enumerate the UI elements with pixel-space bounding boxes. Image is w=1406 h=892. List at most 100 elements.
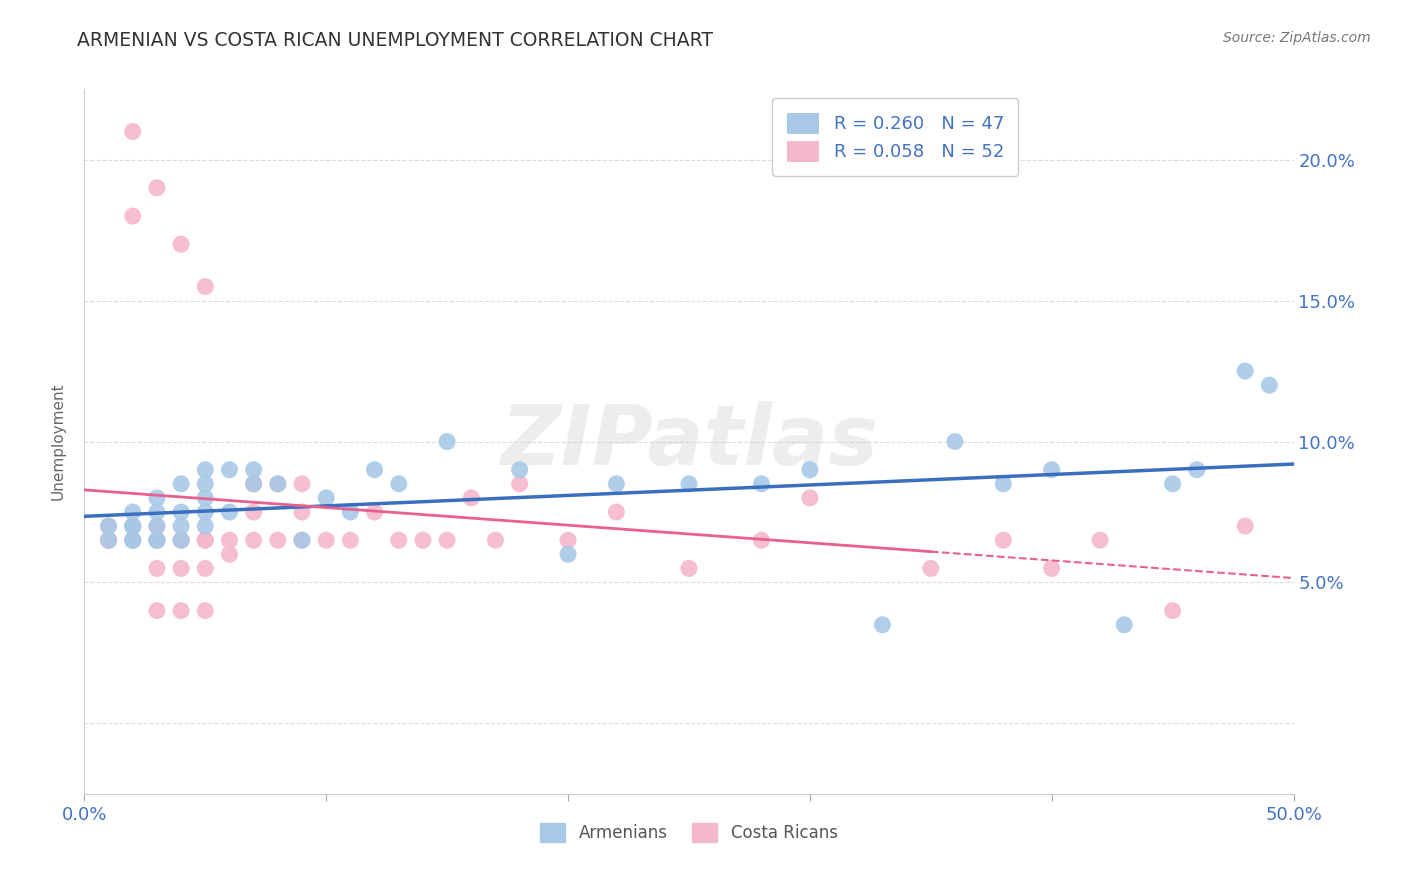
- Point: [121, 519, 143, 533]
- Point: [484, 533, 506, 548]
- Point: [363, 463, 385, 477]
- Point: [242, 533, 264, 548]
- Point: [146, 491, 169, 505]
- Point: [1161, 476, 1184, 491]
- Point: [1088, 533, 1111, 548]
- Point: [121, 533, 143, 548]
- Point: [146, 533, 169, 548]
- Point: [1258, 378, 1281, 392]
- Point: [1114, 617, 1136, 632]
- Point: [751, 476, 773, 491]
- Point: [170, 476, 193, 491]
- Point: [291, 533, 314, 548]
- Point: [121, 519, 143, 533]
- Point: [799, 491, 821, 505]
- Text: ZIPatlas: ZIPatlas: [501, 401, 877, 482]
- Point: [97, 519, 120, 533]
- Point: [920, 561, 942, 575]
- Point: [436, 533, 458, 548]
- Point: [799, 463, 821, 477]
- Point: [170, 533, 193, 548]
- Point: [509, 476, 531, 491]
- Point: [146, 519, 169, 533]
- Y-axis label: Unemployment: Unemployment: [51, 383, 66, 500]
- Point: [194, 463, 217, 477]
- Point: [388, 476, 411, 491]
- Text: Source: ZipAtlas.com: Source: ZipAtlas.com: [1223, 31, 1371, 45]
- Point: [194, 505, 217, 519]
- Point: [170, 237, 193, 252]
- Point: [339, 533, 361, 548]
- Point: [218, 547, 240, 561]
- Point: [170, 533, 193, 548]
- Point: [194, 533, 217, 548]
- Point: [315, 491, 337, 505]
- Point: [388, 533, 411, 548]
- Point: [678, 561, 700, 575]
- Point: [121, 519, 143, 533]
- Point: [1161, 604, 1184, 618]
- Point: [242, 476, 264, 491]
- Point: [194, 604, 217, 618]
- Point: [146, 505, 169, 519]
- Point: [97, 533, 120, 548]
- Point: [1234, 519, 1257, 533]
- Point: [121, 209, 143, 223]
- Point: [1234, 364, 1257, 378]
- Point: [1185, 463, 1208, 477]
- Point: [97, 533, 120, 548]
- Point: [751, 533, 773, 548]
- Point: [460, 491, 482, 505]
- Point: [436, 434, 458, 449]
- Point: [121, 505, 143, 519]
- Point: [993, 533, 1015, 548]
- Point: [605, 476, 627, 491]
- Point: [557, 547, 579, 561]
- Point: [872, 617, 894, 632]
- Point: [121, 533, 143, 548]
- Point: [943, 434, 966, 449]
- Point: [121, 533, 143, 548]
- Point: [97, 519, 120, 533]
- Point: [194, 476, 217, 491]
- Point: [121, 533, 143, 548]
- Point: [339, 505, 361, 519]
- Point: [146, 533, 169, 548]
- Point: [218, 505, 240, 519]
- Point: [194, 561, 217, 575]
- Point: [194, 491, 217, 505]
- Text: ARMENIAN VS COSTA RICAN UNEMPLOYMENT CORRELATION CHART: ARMENIAN VS COSTA RICAN UNEMPLOYMENT COR…: [77, 31, 713, 50]
- Point: [218, 533, 240, 548]
- Point: [146, 181, 169, 195]
- Point: [146, 533, 169, 548]
- Point: [146, 561, 169, 575]
- Point: [194, 279, 217, 293]
- Point: [97, 533, 120, 548]
- Point: [242, 505, 264, 519]
- Point: [291, 476, 314, 491]
- Legend: Armenians, Costa Ricans: Armenians, Costa Ricans: [533, 816, 845, 849]
- Point: [291, 505, 314, 519]
- Point: [291, 533, 314, 548]
- Point: [194, 533, 217, 548]
- Point: [242, 476, 264, 491]
- Point: [97, 533, 120, 548]
- Point: [170, 533, 193, 548]
- Point: [509, 463, 531, 477]
- Point: [146, 533, 169, 548]
- Point: [605, 505, 627, 519]
- Point: [267, 476, 290, 491]
- Point: [267, 533, 290, 548]
- Point: [267, 476, 290, 491]
- Point: [993, 476, 1015, 491]
- Point: [557, 533, 579, 548]
- Point: [194, 519, 217, 533]
- Point: [146, 604, 169, 618]
- Point: [170, 561, 193, 575]
- Point: [1040, 463, 1063, 477]
- Point: [315, 533, 337, 548]
- Point: [218, 463, 240, 477]
- Point: [170, 505, 193, 519]
- Point: [170, 604, 193, 618]
- Point: [170, 519, 193, 533]
